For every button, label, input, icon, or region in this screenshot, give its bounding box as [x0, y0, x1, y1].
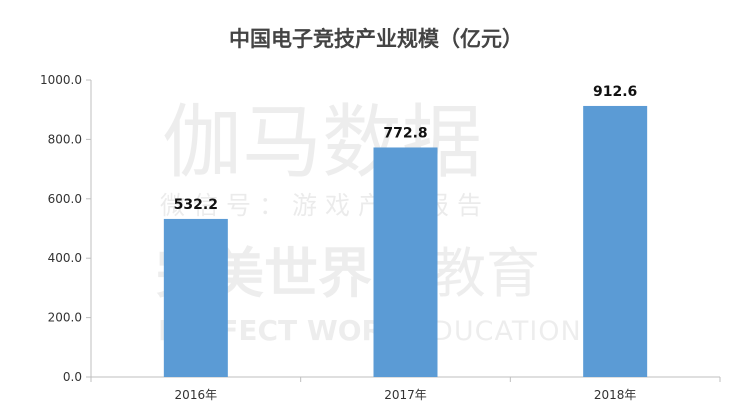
watermark-logo-suffix: 教育 [432, 242, 540, 305]
y-tick-label: 800.0 [48, 132, 82, 146]
bars [163, 105, 648, 378]
y-tick-label: 1000.0 [40, 73, 82, 87]
y-tick-label: 400.0 [48, 251, 82, 265]
y-axis-ticks: 0.0 200.0 400.0 600.0 800.0 1000.0 [40, 73, 91, 384]
data-label: 532.2 [174, 197, 218, 213]
x-tick-label: 2018年 [594, 388, 637, 402]
bar-2018年 [583, 105, 648, 378]
bar-2017年 [373, 147, 438, 377]
chart-title: 中国电子竞技产业规模（亿元） [229, 27, 523, 51]
x-tick-label: 2016年 [175, 388, 218, 402]
watermark-logo-en-suffix: EDUCATION [414, 316, 582, 347]
data-label: 912.6 [593, 84, 637, 100]
y-tick-label: 0.0 [63, 370, 82, 384]
y-tick-label: 600.0 [48, 192, 82, 206]
data-label: 772.8 [383, 125, 427, 141]
data-labels: 532.2 772.8 912.6 [174, 84, 638, 213]
y-tick-label: 200.0 [48, 311, 82, 325]
x-tick-label: 2017年 [384, 388, 427, 402]
x-axis-ticks: 2016年 2017年 2018年 [90, 377, 721, 402]
bar-2016年 [163, 218, 228, 377]
